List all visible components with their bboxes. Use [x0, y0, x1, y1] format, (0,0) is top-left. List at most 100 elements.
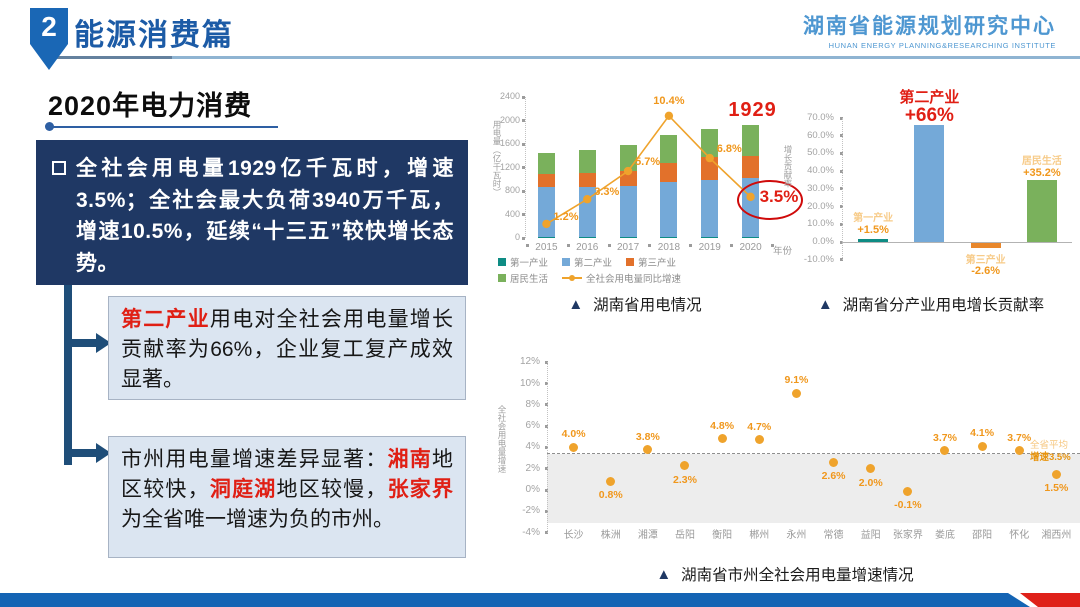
plain-text: 市州用电量增速差异显著： — [121, 448, 388, 471]
caption-usage: ▲ 湖南省用电情况 — [495, 293, 775, 315]
bar-segment — [660, 162, 678, 182]
point-label: 1.5% — [1044, 482, 1069, 495]
data-point — [829, 457, 839, 467]
data-point — [1051, 469, 1061, 479]
tick-mark — [770, 244, 774, 247]
bar-segment — [701, 179, 719, 237]
highlight-ellipse — [736, 179, 803, 220]
y-axis-title: 用电量（亿千瓦时） — [492, 120, 502, 197]
tick-mark — [545, 382, 548, 385]
tick-mark — [648, 244, 652, 247]
bar-segment — [742, 156, 760, 179]
y-tick-label: 50.0% — [807, 147, 834, 159]
legend-label: 第一产业 — [510, 258, 549, 269]
baseline — [842, 242, 1072, 243]
line-label: 3.3% — [594, 186, 620, 199]
x-tick-label: 2019 — [698, 242, 721, 253]
legend-item: 第二产业 — [562, 255, 612, 269]
note-industry-contribution: 第二产业用电对全社会用电量增长贡献率为66%，企业复工复产成效显著。 — [108, 296, 466, 400]
y-tick-label: 6% — [525, 420, 540, 432]
header-divider — [52, 56, 1080, 59]
data-point — [1014, 446, 1024, 456]
header-divider-dark — [52, 56, 172, 59]
y-tick-label: 0 — [514, 232, 520, 242]
tick-mark — [840, 222, 843, 226]
x-tick-label: 永州 — [786, 530, 807, 541]
tick-mark — [840, 134, 843, 138]
legend-label: 第三产业 — [638, 258, 677, 269]
y-axis — [525, 97, 526, 238]
tick-mark — [522, 95, 525, 99]
caption-text: 湖南省用电情况 — [593, 297, 702, 314]
y-tick-label: 1200 — [499, 161, 520, 172]
y-tick-label: 70.0% — [807, 112, 834, 123]
bar-segment — [619, 236, 637, 238]
y-tick-label: -2% — [522, 505, 540, 517]
legend-row-1: 第一产业 第二产业 第三产业 — [498, 255, 676, 269]
y-tick-label: 2000 — [499, 114, 520, 125]
section-title: 2020年电力消费 — [48, 91, 253, 121]
bar-value-label: +35.2% — [1023, 167, 1061, 179]
tick-mark — [840, 258, 843, 262]
line-label: 1.2% — [553, 210, 579, 223]
tick-mark — [840, 169, 843, 173]
arrow-right-icon-1 — [96, 333, 111, 353]
x-tick-label: 2015 — [535, 242, 558, 253]
summary-box: 全社会用电量1929亿千瓦时，增速3.5%；全社会最大负荷3940万千瓦，增速1… — [36, 140, 468, 285]
y-tick-label: 2% — [525, 462, 540, 474]
tick-mark — [545, 509, 548, 513]
y-tick-label: 4% — [525, 441, 540, 453]
caption-text: 湖南省分产业用电增长贡献率 — [842, 297, 1045, 314]
tick-mark — [840, 240, 843, 244]
avg-label-line1: 全省平均 — [1030, 440, 1069, 451]
bar-segment — [537, 152, 555, 174]
bar-segment — [701, 128, 719, 157]
tick-mark — [545, 360, 548, 364]
y-tick-label: 1600 — [499, 138, 520, 148]
point-label: 2.3% — [673, 473, 697, 486]
y-axis — [547, 362, 548, 533]
tick-mark — [545, 488, 548, 492]
legend-swatch-icon — [562, 258, 571, 266]
section-underline-dot — [45, 122, 54, 131]
tick-mark — [545, 467, 548, 471]
x-tick-label: 湘潭 — [637, 530, 658, 541]
plain-text: 地区较快， — [121, 448, 454, 502]
bar-segment — [578, 236, 596, 238]
line-label: 10.4% — [653, 94, 685, 107]
legend-swatch-icon — [626, 258, 635, 266]
bar-segment — [537, 186, 555, 237]
x-axis-title: 年份 — [773, 246, 793, 257]
arrow-right-icon-2 — [96, 443, 111, 463]
plain-text: 地区较慢， — [276, 478, 388, 502]
data-point — [569, 442, 579, 452]
y-axis — [842, 118, 843, 260]
bar-segment — [660, 134, 678, 163]
tick-mark — [689, 244, 693, 247]
caption-text: 湖南省市州全社会用电量增速情况 — [681, 567, 914, 584]
bar-segment — [578, 186, 596, 237]
tick-mark — [522, 166, 525, 169]
x-tick-label: 湘西州 — [1041, 530, 1072, 541]
legend-item: 第一产业 — [498, 255, 548, 269]
y-tick-label: 2400 — [499, 91, 520, 101]
tick-mark — [730, 244, 734, 247]
highlight-label: 3.5% — [759, 186, 799, 206]
tick-mark — [840, 205, 843, 209]
point-label: 4.7% — [747, 420, 772, 433]
point-label: 4.8% — [710, 419, 735, 432]
chart-electricity-usage: 0 400 800 1200 1600 2000 2400 用电量（亿千瓦时） 2015 2016… — [490, 88, 806, 294]
x-tick-label: 娄底 — [934, 530, 955, 541]
bar-segment — [578, 173, 596, 187]
point-label: 3.7% — [933, 431, 957, 444]
data-point — [717, 434, 727, 444]
footer-bar — [0, 593, 1030, 607]
tick-mark — [526, 244, 529, 247]
legend-swatch-icon — [498, 258, 506, 266]
data-point — [791, 388, 801, 398]
y-tick-label: 0.0% — [812, 236, 834, 247]
y-axis-title: 全社会用电量增速 — [497, 405, 507, 473]
legend-label: 居民生活 — [510, 274, 549, 285]
bar-name-label: 居民生活 — [1021, 156, 1062, 167]
